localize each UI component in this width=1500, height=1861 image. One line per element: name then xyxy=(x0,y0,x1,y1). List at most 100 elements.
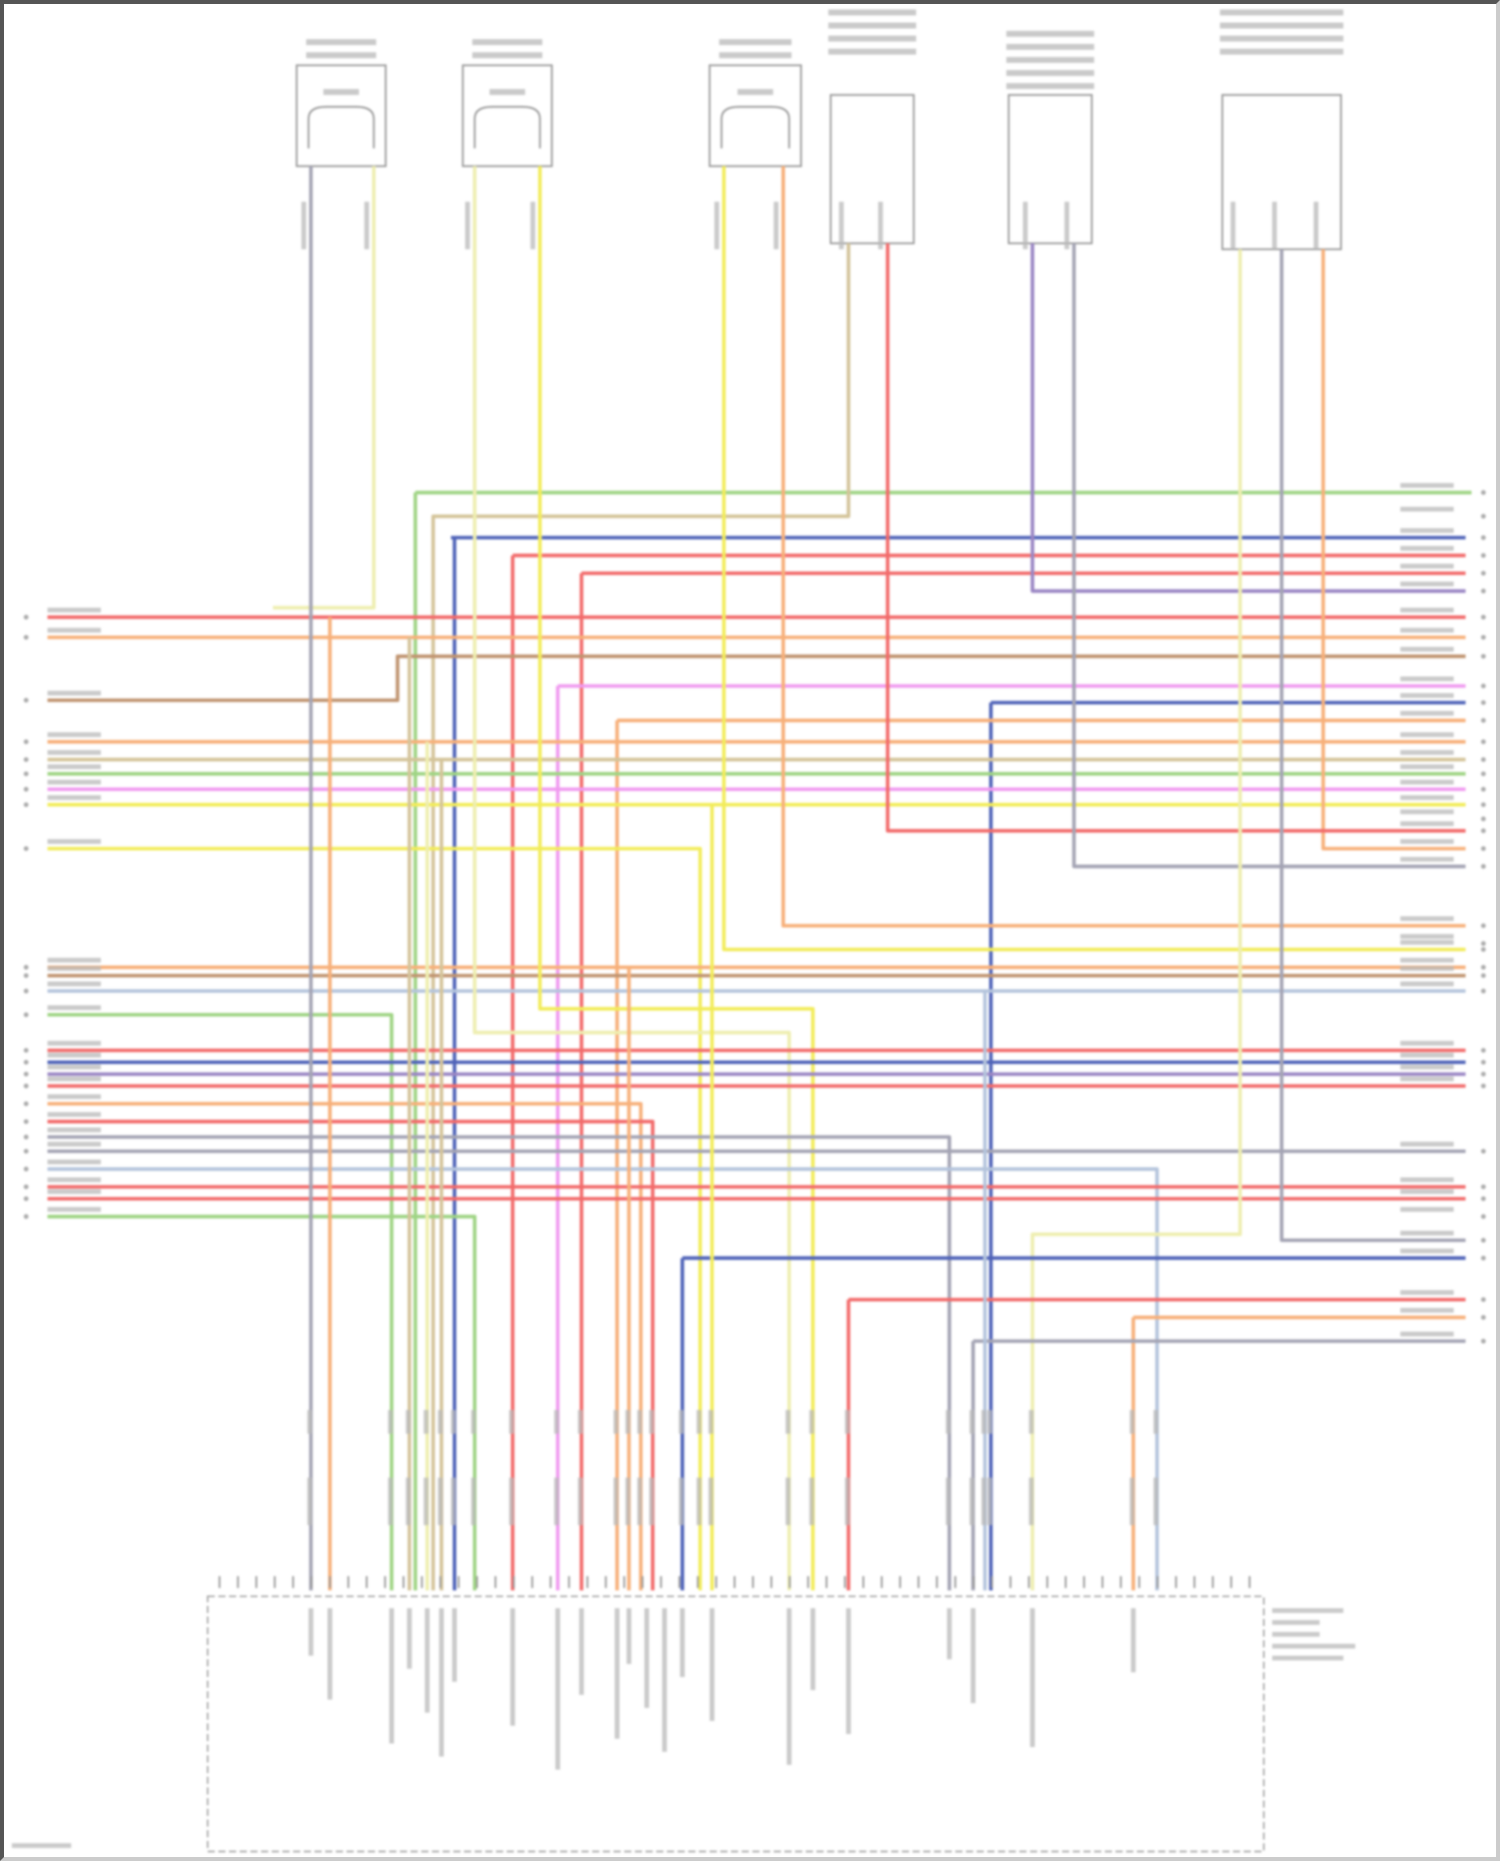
pin-number-left xyxy=(23,1083,29,1089)
wire-label-left xyxy=(47,1076,101,1082)
component-title xyxy=(1006,83,1095,90)
wire-label-left xyxy=(47,1141,101,1147)
wire-label-vertical xyxy=(307,1477,313,1526)
pin-label xyxy=(450,1409,456,1434)
pin-function-label xyxy=(626,1608,632,1664)
wire-label-vertical xyxy=(1028,1477,1034,1526)
wire-label-left xyxy=(47,627,101,633)
component-title xyxy=(1006,30,1095,37)
wire-label-right xyxy=(1400,1248,1454,1254)
wire-label-left xyxy=(47,750,101,755)
component-title xyxy=(1219,48,1344,55)
wire-label-right xyxy=(1400,939,1454,945)
component-title xyxy=(1219,22,1344,29)
pin-function-label xyxy=(644,1608,650,1708)
pin-number-right xyxy=(1481,1184,1486,1190)
pin-number-left xyxy=(23,634,29,640)
pin-number-right xyxy=(1481,947,1486,952)
pin-number-left xyxy=(23,1059,29,1065)
wire-label-left xyxy=(47,1005,101,1011)
wire-label-right xyxy=(1400,1207,1454,1212)
wire-label-left xyxy=(47,1052,101,1058)
component-title xyxy=(1219,35,1344,42)
pin-number-left xyxy=(23,1134,29,1140)
wire-light-yellow xyxy=(1030,249,1242,1591)
wire-label-right xyxy=(1400,627,1454,633)
figure-id xyxy=(11,1843,72,1848)
wire-label-left xyxy=(47,1112,101,1117)
wire-label-vertical xyxy=(471,1477,476,1526)
pin-function-label xyxy=(614,1608,620,1739)
pin-number-right xyxy=(1481,1148,1486,1154)
wire-label-right xyxy=(1400,916,1454,922)
pin-number-right xyxy=(1481,1071,1486,1077)
pin-number-left xyxy=(23,614,29,620)
wire-label-vertical xyxy=(301,201,307,250)
component-box xyxy=(708,64,802,168)
wire-label-right xyxy=(1400,1040,1454,1046)
pin-label xyxy=(785,1409,791,1434)
wire-label-right xyxy=(1400,1177,1454,1183)
wire-label-vertical xyxy=(437,1477,443,1526)
wire-yellow xyxy=(722,166,1466,952)
component-title xyxy=(1006,70,1095,76)
component-title xyxy=(828,35,917,42)
pin-function-label xyxy=(579,1608,584,1695)
module-title xyxy=(1272,1655,1344,1661)
wire-label-vertical xyxy=(530,201,536,250)
wire-label-right xyxy=(1400,1230,1454,1236)
pin-number-left xyxy=(23,786,29,792)
wire-label-right xyxy=(1400,750,1454,755)
wire-label-left xyxy=(47,690,101,696)
pin-number-left xyxy=(23,771,29,777)
wire-brown xyxy=(47,654,1466,703)
pin-number-right xyxy=(1481,828,1486,834)
wire-label-left xyxy=(47,1040,101,1046)
wire-green xyxy=(47,1214,477,1591)
pin-function-label xyxy=(970,1608,976,1704)
wire-light-yellow xyxy=(272,166,376,610)
component-label xyxy=(737,89,774,95)
pin-number-right xyxy=(1481,570,1486,576)
wire-label-right xyxy=(1400,1064,1454,1070)
pin-number-right xyxy=(1481,816,1486,822)
injector-coil-icon xyxy=(307,105,375,149)
wire-label-vertical xyxy=(878,201,883,250)
component-title xyxy=(1006,43,1095,50)
pin-number-right xyxy=(1481,1059,1486,1065)
wire-label-vertical xyxy=(613,1477,619,1526)
pin-number-right xyxy=(1481,1214,1486,1219)
pin-label xyxy=(423,1409,429,1434)
pin-function-label xyxy=(709,1608,715,1721)
pin-number-right xyxy=(1481,1047,1486,1053)
wire-label-right xyxy=(1400,795,1454,800)
wire-label-right xyxy=(1400,957,1454,963)
pin-label xyxy=(945,1409,951,1434)
module-title xyxy=(1272,1631,1320,1637)
module-title xyxy=(1272,1608,1344,1613)
wire-label-vertical xyxy=(714,201,720,250)
pin-number-right xyxy=(1481,988,1486,994)
component-title xyxy=(472,39,543,46)
pin-number-left xyxy=(23,1214,29,1219)
wire-label-left xyxy=(47,1064,101,1070)
powertrain-control-module-connector xyxy=(11,1409,1356,1853)
component-box xyxy=(295,64,387,168)
wire-label-vertical xyxy=(1313,201,1319,250)
pin-function-label xyxy=(679,1608,685,1678)
pin-number-right xyxy=(1481,1315,1486,1320)
pin-number-left xyxy=(23,846,29,851)
wire-label-left xyxy=(47,981,101,987)
pin-number-right xyxy=(1481,1297,1486,1302)
component-title xyxy=(472,52,543,59)
wire-label-left xyxy=(47,1207,101,1212)
pin-number-right xyxy=(1481,588,1486,594)
pin-function-label xyxy=(662,1608,667,1752)
pin-label xyxy=(509,1409,514,1434)
wire-orange xyxy=(781,166,1466,928)
pin-number-left xyxy=(23,1101,29,1107)
pin-function-label xyxy=(846,1608,851,1735)
wire-label-vertical xyxy=(465,201,470,250)
pin-label xyxy=(708,1409,714,1434)
wire-label-vertical xyxy=(388,1477,393,1526)
